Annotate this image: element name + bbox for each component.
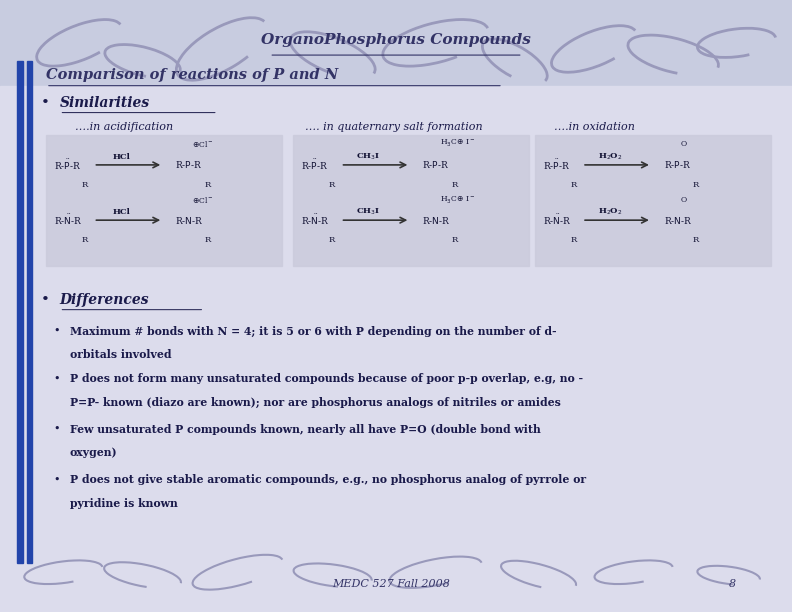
Text: •: •	[41, 293, 50, 307]
Text: R-$\rm P$-R: R-$\rm P$-R	[175, 159, 202, 170]
Text: Maximum # bonds with N = 4; it is 5 or 6 with P depending on the number of d-: Maximum # bonds with N = 4; it is 5 or 6…	[70, 326, 556, 337]
Text: R: R	[329, 236, 335, 244]
Text: Similarities: Similarities	[59, 96, 150, 110]
Text: HCl: HCl	[112, 153, 130, 161]
Bar	[0, 0, 792, 86]
Text: oxygen): oxygen)	[70, 447, 117, 458]
Text: R: R	[570, 236, 577, 244]
Text: O: O	[681, 196, 687, 204]
Text: HCl: HCl	[112, 208, 130, 216]
Text: ….in acidification: ….in acidification	[75, 122, 173, 132]
Bar	[535, 135, 771, 266]
Text: R: R	[451, 236, 458, 244]
Text: R-$\ddot{\rm P}$-R: R-$\ddot{\rm P}$-R	[301, 158, 328, 172]
Text: •: •	[54, 474, 60, 484]
Text: MEDC 527 Fall 2008: MEDC 527 Fall 2008	[333, 580, 451, 589]
Text: R-$\rm N$-R: R-$\rm N$-R	[175, 215, 204, 226]
Text: Few unsaturated P compounds known, nearly all have P=O (double bond with: Few unsaturated P compounds known, nearl…	[70, 424, 540, 435]
Text: P does not give stable aromatic compounds, e.g., no phosphorus analog of pyrrole: P does not give stable aromatic compound…	[70, 474, 586, 485]
Text: orbitals involved: orbitals involved	[70, 349, 171, 360]
Text: R: R	[693, 236, 699, 244]
Text: •: •	[54, 326, 60, 335]
Text: …. in quaternary salt formation: …. in quaternary salt formation	[305, 122, 482, 132]
Text: $\oplus$Cl$^-$: $\oplus$Cl$^-$	[192, 195, 214, 206]
Text: R: R	[570, 181, 577, 188]
Text: R-$\rm N$-R: R-$\rm N$-R	[422, 215, 451, 226]
Text: OrganoPhosphorus Compounds: OrganoPhosphorus Compounds	[261, 34, 531, 47]
Bar	[293, 135, 529, 266]
Bar	[27, 61, 32, 563]
Text: CH$_3$I: CH$_3$I	[356, 207, 380, 217]
Text: R: R	[451, 181, 458, 188]
Text: R-$\rm P$-R: R-$\rm P$-R	[664, 159, 691, 170]
Text: R-$\rm N$-R: R-$\rm N$-R	[664, 215, 692, 226]
Text: R: R	[204, 236, 211, 244]
Text: •: •	[54, 373, 60, 383]
Text: $\oplus$Cl$^-$: $\oplus$Cl$^-$	[192, 139, 214, 149]
Text: O: O	[681, 140, 687, 148]
Text: R: R	[204, 181, 211, 188]
Text: R-$\ddot{\rm P}$-R: R-$\ddot{\rm P}$-R	[543, 158, 569, 172]
Text: H$_2$O$_2$: H$_2$O$_2$	[598, 207, 622, 217]
Text: 8: 8	[729, 580, 736, 589]
Text: Differences: Differences	[59, 293, 149, 307]
Text: •: •	[54, 424, 60, 433]
Text: R-$\ddot{\rm N}$-R: R-$\ddot{\rm N}$-R	[54, 213, 82, 227]
Text: Comparison of reactions of P and N: Comparison of reactions of P and N	[46, 68, 338, 81]
Text: R: R	[82, 236, 88, 244]
Text: R: R	[82, 181, 88, 188]
Bar	[17, 61, 23, 563]
Text: R-$\ddot{\rm N}$-R: R-$\ddot{\rm N}$-R	[543, 213, 571, 227]
Text: R: R	[693, 181, 699, 188]
Text: R-$\ddot{\rm N}$-R: R-$\ddot{\rm N}$-R	[301, 213, 329, 227]
Text: P does not form many unsaturated compounds because of poor p-p overlap, e.g, no : P does not form many unsaturated compoun…	[70, 373, 583, 384]
Text: H$_3$C$\oplus$ I$^-$: H$_3$C$\oplus$ I$^-$	[440, 195, 474, 206]
Text: R: R	[329, 181, 335, 188]
Text: ….in oxidation: ….in oxidation	[554, 122, 635, 132]
Text: •: •	[41, 96, 50, 110]
Bar	[46, 135, 282, 266]
Text: R-$\rm P$-R: R-$\rm P$-R	[422, 159, 449, 170]
Bar	[0, 86, 792, 612]
Text: H$_3$C$\oplus$ I$^-$: H$_3$C$\oplus$ I$^-$	[440, 138, 474, 149]
Text: H$_2$O$_2$: H$_2$O$_2$	[598, 152, 622, 162]
Text: pyridine is known: pyridine is known	[70, 498, 177, 509]
Text: CH$_3$I: CH$_3$I	[356, 152, 380, 162]
Text: P=P- known (diazo are known); nor are phosphorus analogs of nitriles or amides: P=P- known (diazo are known); nor are ph…	[70, 397, 561, 408]
Text: R-$\ddot{\rm P}$-R: R-$\ddot{\rm P}$-R	[54, 158, 81, 172]
